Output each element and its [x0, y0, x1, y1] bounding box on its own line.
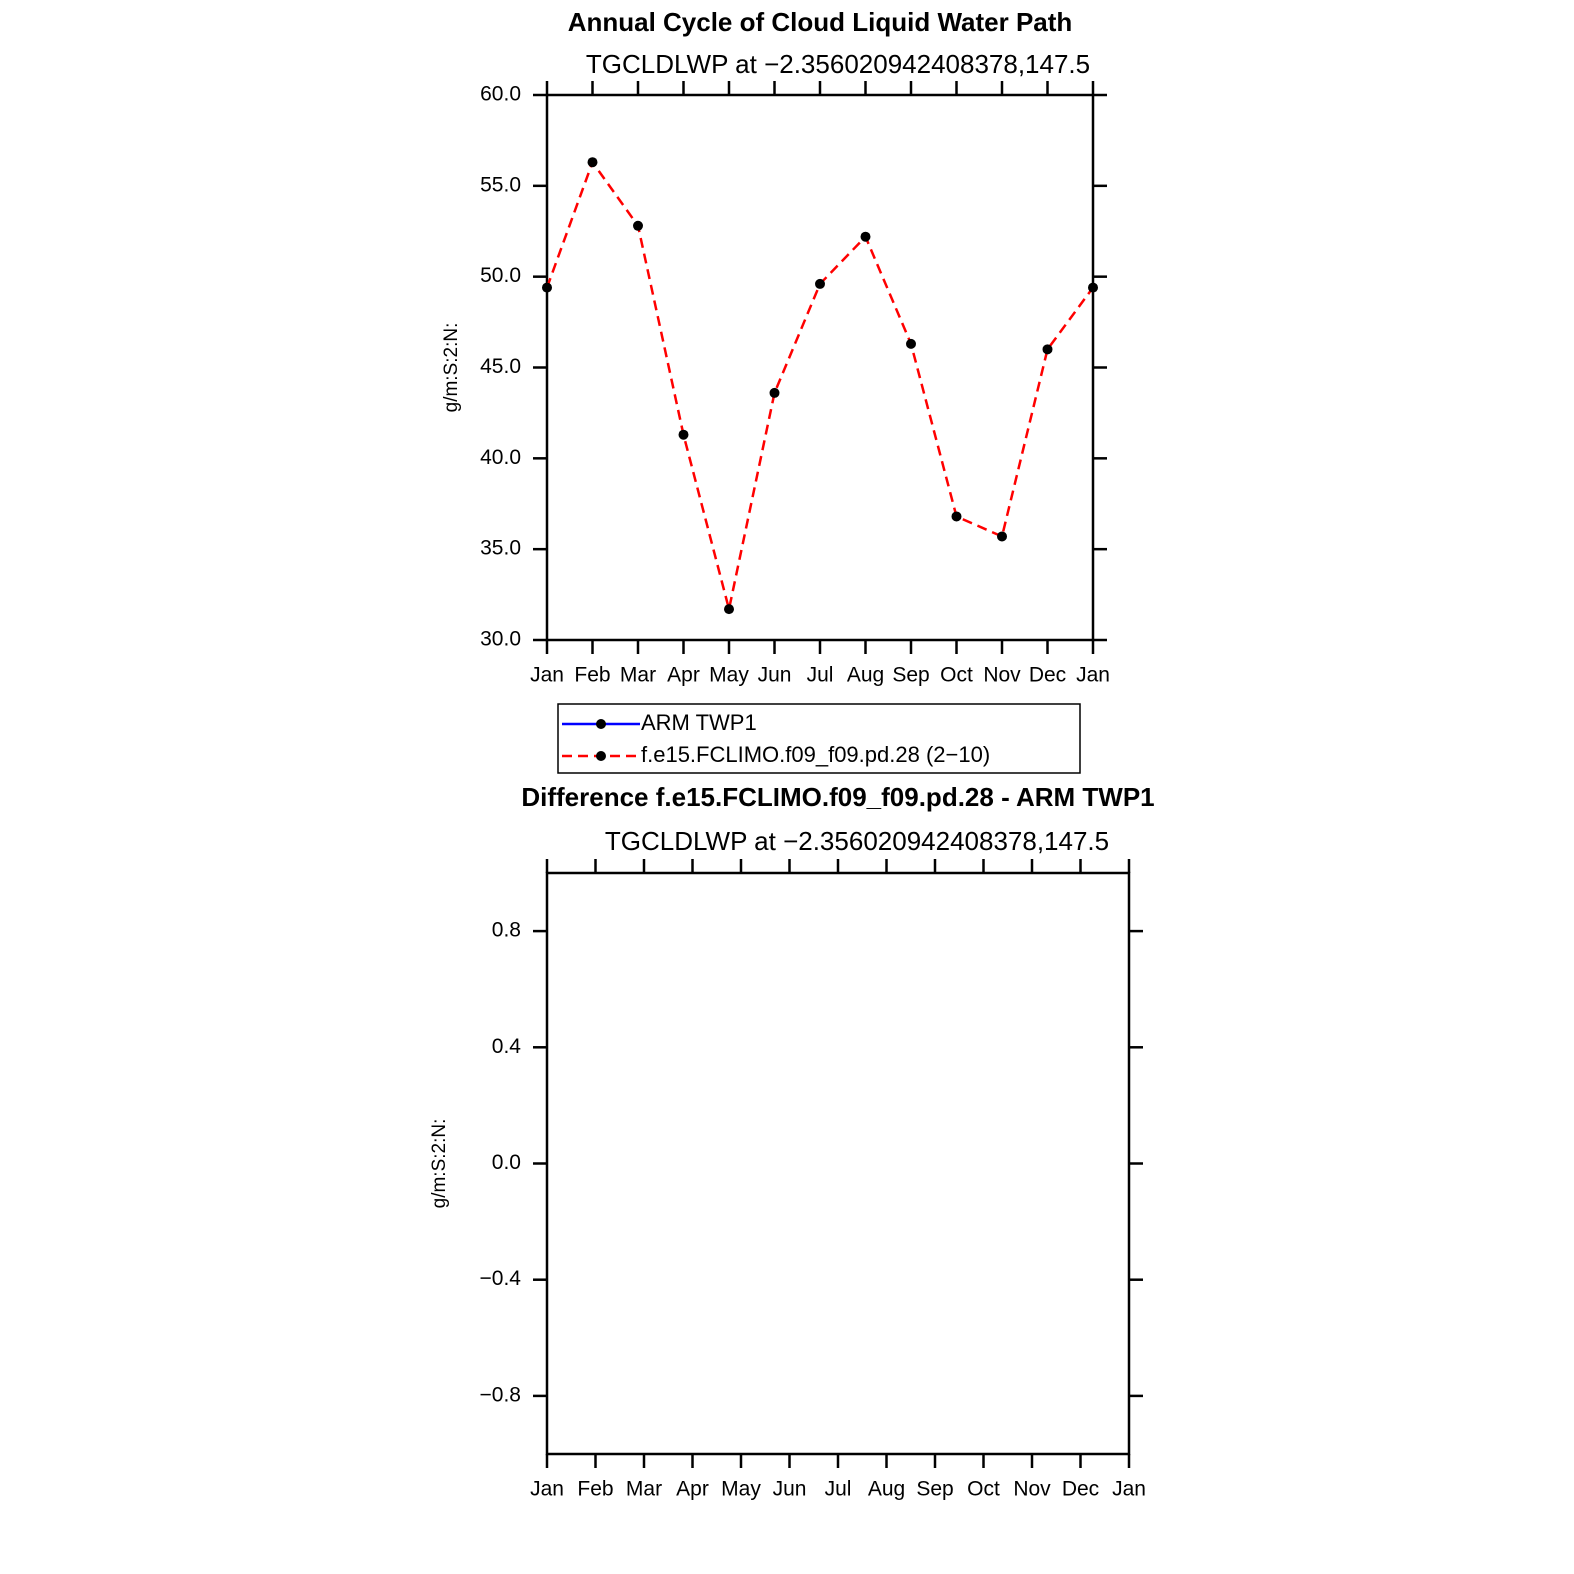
- y-tick-label: 45.0: [480, 355, 521, 378]
- y-tick-label: 55.0: [480, 173, 521, 196]
- chart-title: Annual Cycle of Cloud Liquid Water Path: [568, 7, 1073, 37]
- data-point: [815, 278, 825, 289]
- y-tick-label: 0.4: [492, 1035, 522, 1058]
- x-tick-label: Oct: [967, 1478, 1000, 1501]
- chart-subtitle: TGCLDLWP at −2.356020942408378,147.5: [605, 826, 1109, 856]
- x-tick-label: Jun: [758, 664, 792, 687]
- x-tick-label: Jan: [1076, 664, 1110, 687]
- data-point: [587, 157, 598, 168]
- y-tick-label: 0.0: [492, 1151, 521, 1174]
- data-point: [724, 604, 734, 615]
- legend-box: [557, 703, 1081, 774]
- x-tick-label: Feb: [577, 1478, 613, 1501]
- x-tick-label: Mar: [620, 664, 656, 687]
- legend-marker: [596, 751, 606, 761]
- x-tick-label: Sep: [916, 1478, 953, 1501]
- plot-frame: [545, 93, 1095, 642]
- data-point: [951, 511, 962, 522]
- data-point: [769, 387, 780, 398]
- series-line: [545, 159, 1095, 610]
- data-point: [542, 282, 552, 293]
- y-tick-label: −0.8: [480, 1383, 521, 1406]
- y-tick-label: 60.0: [480, 83, 521, 106]
- x-tick-label: Jan: [530, 1478, 564, 1501]
- y-tick-label: −0.4: [480, 1267, 522, 1290]
- x-tick-label: Mar: [626, 1478, 662, 1501]
- x-tick-label: Nov: [1013, 1478, 1051, 1501]
- plot-frame: [545, 871, 1131, 1456]
- x-tick-label: Aug: [868, 1478, 905, 1501]
- x-tick-label: Oct: [940, 664, 973, 687]
- legend-marker: [596, 719, 606, 729]
- x-tick-label: Dec: [1029, 664, 1066, 687]
- data-point: [997, 531, 1007, 542]
- x-tick-label: Feb: [574, 664, 610, 687]
- legend-label: f.e15.FCLIMO.f09_f09.pd.28 (2−10): [641, 742, 990, 767]
- x-tick-label: Jul: [807, 664, 834, 687]
- data-point: [633, 220, 643, 231]
- x-tick-label: Sep: [892, 664, 929, 687]
- legend-label: ARM TWP1: [641, 710, 757, 735]
- data-point: [1042, 344, 1053, 355]
- y-tick-label: 35.0: [480, 537, 521, 560]
- x-tick-label: Aug: [847, 664, 884, 687]
- data-point: [678, 429, 689, 440]
- x-tick-label: Jan: [1112, 1478, 1146, 1501]
- y-tick-label: 50.0: [480, 264, 521, 287]
- data-point: [1088, 282, 1098, 293]
- x-tick-label: Jul: [825, 1478, 852, 1501]
- chart-title: Difference f.e15.FCLIMO.f09_f09.pd.28 - …: [521, 782, 1154, 812]
- y-tick-label: 30.0: [480, 628, 521, 651]
- chart-subtitle: TGCLDLWP at −2.356020942408378,147.5: [586, 49, 1090, 79]
- y-tick-label: 0.8: [492, 919, 521, 942]
- x-tick-label: May: [721, 1478, 761, 1501]
- data-point: [906, 338, 916, 349]
- x-tick-label: Jan: [530, 664, 564, 687]
- y-axis-label: g/m:S:2:N:: [429, 1119, 450, 1209]
- data-point: [860, 231, 871, 242]
- x-tick-label: May: [709, 664, 749, 687]
- x-tick-label: Dec: [1062, 1478, 1099, 1501]
- y-tick-label: 40.0: [480, 446, 521, 469]
- x-tick-label: Apr: [676, 1478, 709, 1501]
- x-tick-label: Jun: [773, 1478, 807, 1501]
- x-tick-label: Nov: [983, 664, 1021, 687]
- x-tick-label: Apr: [667, 664, 700, 687]
- y-axis-label: g/m:S:2:N:: [441, 323, 462, 413]
